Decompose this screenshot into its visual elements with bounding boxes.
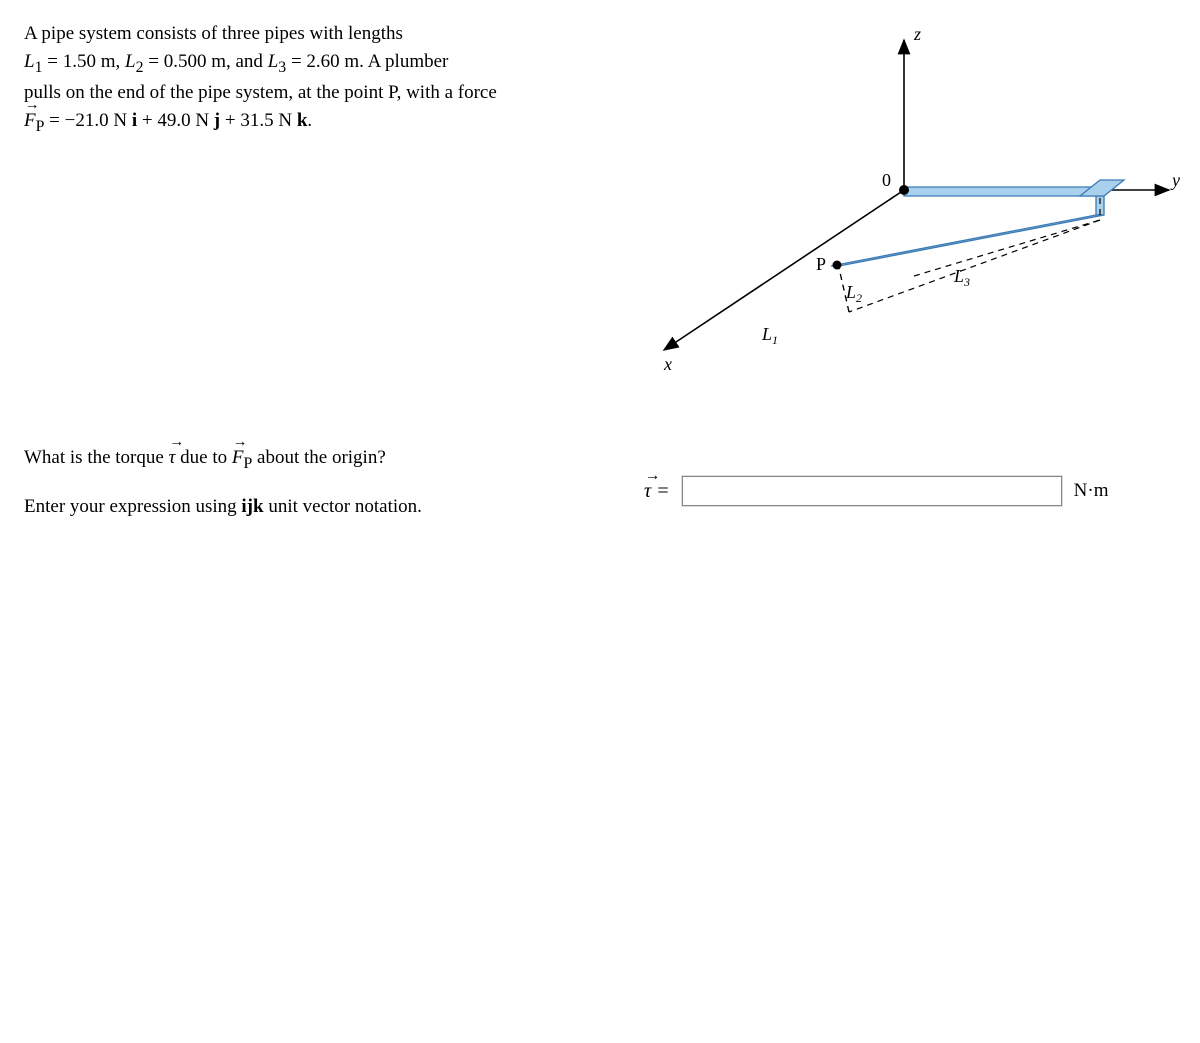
l1-val: = 1.50 m, [43,51,126,72]
text: Enter your expression using [24,496,241,517]
force-symbol: F [232,440,244,476]
diagram: z y x 0 P L1 L2 L3 [624,20,1184,380]
l3-sub: 3 [278,58,286,75]
l1-sub: 1 [35,58,43,75]
answer-row: τ = N·m [644,476,1176,506]
text: about the origin? [252,447,386,468]
text: + 49.0 N [137,110,214,131]
answer-unit: N·m [1074,480,1109,502]
answer-input[interactable] [682,476,1062,506]
l2-label: L2 [845,282,862,305]
axis-z-label: z [913,24,921,44]
point-p-label: P [816,254,826,274]
period: . [307,110,312,131]
l2-sub: 2 [136,58,144,75]
l1-label: L1 [761,324,778,347]
force-symbol: F [24,107,36,135]
l1-symbol: L [24,51,35,72]
tau-symbol: τ [169,440,176,476]
l2-val: = 0.500 m, and [144,51,268,72]
text: pulls on the end of the pipe system, at … [24,82,497,103]
axis-x-label: x [663,354,672,374]
unit-k: k [297,110,308,131]
force-eq: = −21.0 N [44,110,131,131]
problem-statement: A pipe system consists of three pipes wi… [24,20,604,139]
text: What is the torque [24,447,169,468]
question-block: What is the torque τ due to FP about the… [24,440,604,525]
answer-label: τ = [644,480,670,503]
force-sub: P [243,455,252,472]
l2-symbol: L [125,51,136,72]
l3-val: = 2.60 m. A plumber [286,51,448,72]
text: + 31.5 N [220,110,297,131]
l3-label: L3 [953,266,970,289]
text: unit vector notation. [264,496,422,517]
axis-y-label: y [1170,170,1180,190]
text: A pipe system consists of three pipes wi… [24,23,403,44]
origin-label: 0 [882,170,891,190]
ijk: ijk [241,496,263,517]
l3-symbol: L [268,51,279,72]
